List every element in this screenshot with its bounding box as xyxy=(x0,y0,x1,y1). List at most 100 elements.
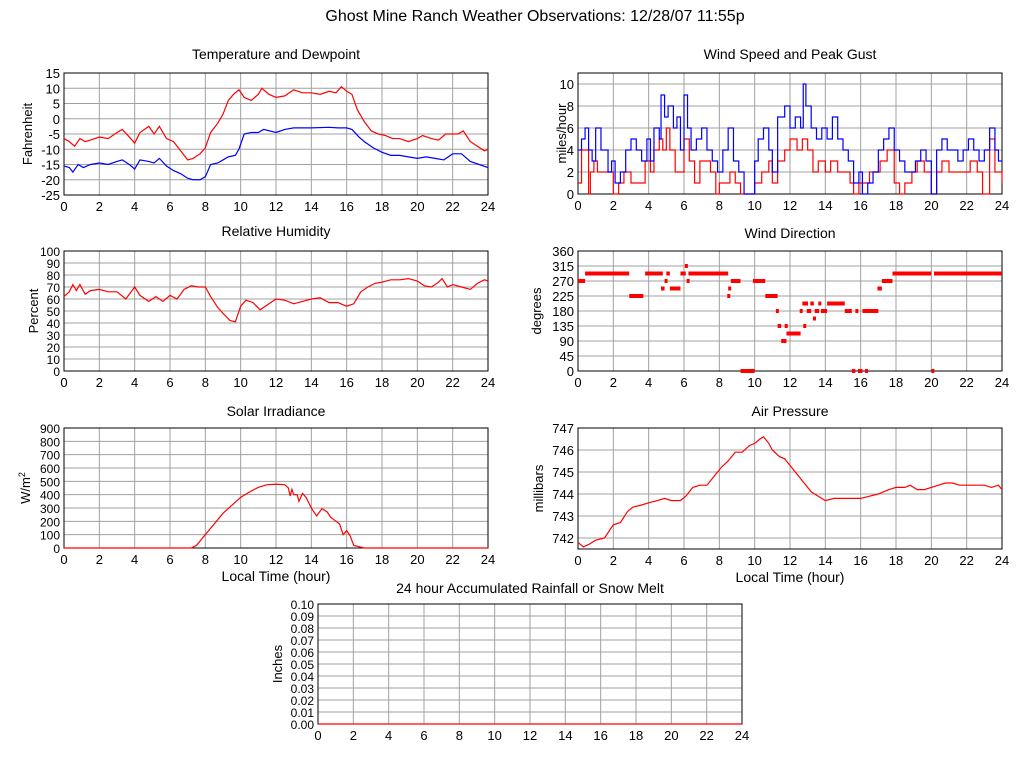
x-tick-label: 8 xyxy=(202,199,209,214)
y-tick-label: 0.08 xyxy=(291,622,315,636)
x-tick-label: 0 xyxy=(574,375,581,390)
x-tick-label: 10 xyxy=(233,375,247,390)
x-tick-label: 18 xyxy=(375,552,389,567)
x-tick-label: 6 xyxy=(680,375,687,390)
wind-direction-mark xyxy=(585,271,630,276)
x-tick-label: 6 xyxy=(420,728,427,743)
x-tick-label: 16 xyxy=(853,553,867,568)
wind-direction-mark xyxy=(728,286,732,291)
x-tick-label: 18 xyxy=(629,728,643,743)
wind-direction-mark xyxy=(802,301,806,306)
x-tick-label: 14 xyxy=(304,199,318,214)
y-tick-label: 742 xyxy=(552,531,574,546)
x-tick-label: 2 xyxy=(610,198,617,213)
x-tick-label: 16 xyxy=(339,199,353,214)
y-tick-label: 400 xyxy=(40,489,60,503)
y-tick-label: 0.04 xyxy=(291,670,315,684)
plot-frame xyxy=(63,250,489,372)
y-tick-label: 746 xyxy=(552,443,574,458)
y-tick-label: 0 xyxy=(567,364,574,379)
x-tick-label: 8 xyxy=(202,375,209,390)
y-tick-label: 20 xyxy=(47,341,61,355)
y-tick-label: 0 xyxy=(53,365,60,379)
x-tick-label: 20 xyxy=(410,199,424,214)
x-tick-label: 0 xyxy=(60,375,67,390)
wind-direction-mark xyxy=(664,279,668,283)
x-tick-label: 20 xyxy=(924,553,938,568)
x-tick-label: 22 xyxy=(445,375,459,390)
x-tick-label: 8 xyxy=(716,198,723,213)
wind-direction-mark xyxy=(803,324,807,328)
wind-direction-mark xyxy=(661,286,665,291)
x-tick-label: 14 xyxy=(818,375,832,390)
y-tick-label: 0.00 xyxy=(291,718,315,732)
wind-direction-mark xyxy=(686,279,690,283)
x-tick-label: 22 xyxy=(959,375,973,390)
x-tick-label: 4 xyxy=(645,375,652,390)
x-tick-label: 14 xyxy=(818,198,832,213)
x-tick-label: 24 xyxy=(481,552,495,567)
x-axis-label: Local Time (hour) xyxy=(222,568,331,584)
series-line-air-pressure xyxy=(577,436,1003,548)
chart-title: Temperature and Dewpoint xyxy=(192,46,360,62)
y-tick-label: 90 xyxy=(560,334,574,349)
y-tick-label: 100 xyxy=(40,529,60,543)
y-tick-label: 2 xyxy=(567,165,574,180)
y-tick-label: 50 xyxy=(47,305,61,319)
x-tick-label: 22 xyxy=(445,552,459,567)
chart-title: Wind Direction xyxy=(744,225,835,241)
y-tick-label: 0.03 xyxy=(291,682,315,696)
wind-direction-mark xyxy=(855,309,859,313)
y-tick-label: -25 xyxy=(41,188,60,203)
y-tick-label: 40 xyxy=(47,317,61,331)
wind-direction-mark xyxy=(629,294,644,298)
x-tick-label: 24 xyxy=(735,728,749,743)
y-tick-label: 15 xyxy=(46,66,60,81)
y-tick-label: 600 xyxy=(40,462,60,476)
x-tick-label: 8 xyxy=(716,553,723,568)
x-tick-label: 18 xyxy=(375,375,389,390)
y-tick-label: 4 xyxy=(567,143,574,158)
y-tick-label: -15 xyxy=(41,158,60,173)
x-tick-label: 14 xyxy=(558,728,572,743)
x-tick-label: 0 xyxy=(574,553,581,568)
chart-title: Solar Irradiance xyxy=(227,403,326,419)
y-tick-label: 360 xyxy=(552,244,574,259)
wind-direction-mark xyxy=(844,309,852,313)
x-tick-label: 22 xyxy=(445,199,459,214)
wind-direction-mark xyxy=(858,369,863,373)
x-tick-label: 16 xyxy=(853,375,867,390)
y-tick-label: 135 xyxy=(552,319,574,334)
y-tick-label: 300 xyxy=(40,502,60,516)
y-tick-label: 0 xyxy=(53,112,60,127)
wind-direction-mark xyxy=(877,286,882,291)
y-tick-label: 45 xyxy=(560,349,574,364)
wind-direction-mark xyxy=(765,294,778,298)
wind-direction-mark xyxy=(684,264,688,268)
x-tick-label: 22 xyxy=(959,198,973,213)
x-tick-label: 14 xyxy=(304,552,318,567)
y-tick-label: 800 xyxy=(40,435,60,449)
chart-title: Wind Speed and Peak Gust xyxy=(704,46,877,62)
wind-direction-mark xyxy=(818,301,822,306)
x-tick-label: 12 xyxy=(269,552,283,567)
y-axis-label: W/m2 xyxy=(17,472,33,504)
x-tick-label: 22 xyxy=(959,553,973,568)
x-tick-label: 0 xyxy=(60,552,67,567)
y-axis-label: Inches xyxy=(270,644,285,683)
x-tick-label: 10 xyxy=(233,199,247,214)
x-tick-label: 12 xyxy=(523,728,537,743)
x-tick-label: 6 xyxy=(680,553,687,568)
y-tick-label: 225 xyxy=(552,289,574,304)
y-tick-label: 70 xyxy=(47,281,61,295)
x-tick-label: 24 xyxy=(995,198,1009,213)
wind-direction-mark xyxy=(851,369,856,373)
series-line-peak-gust xyxy=(578,83,1002,195)
x-tick-label: 2 xyxy=(96,375,103,390)
x-tick-label: 4 xyxy=(131,552,138,567)
y-axis-label: Percent xyxy=(26,288,41,333)
